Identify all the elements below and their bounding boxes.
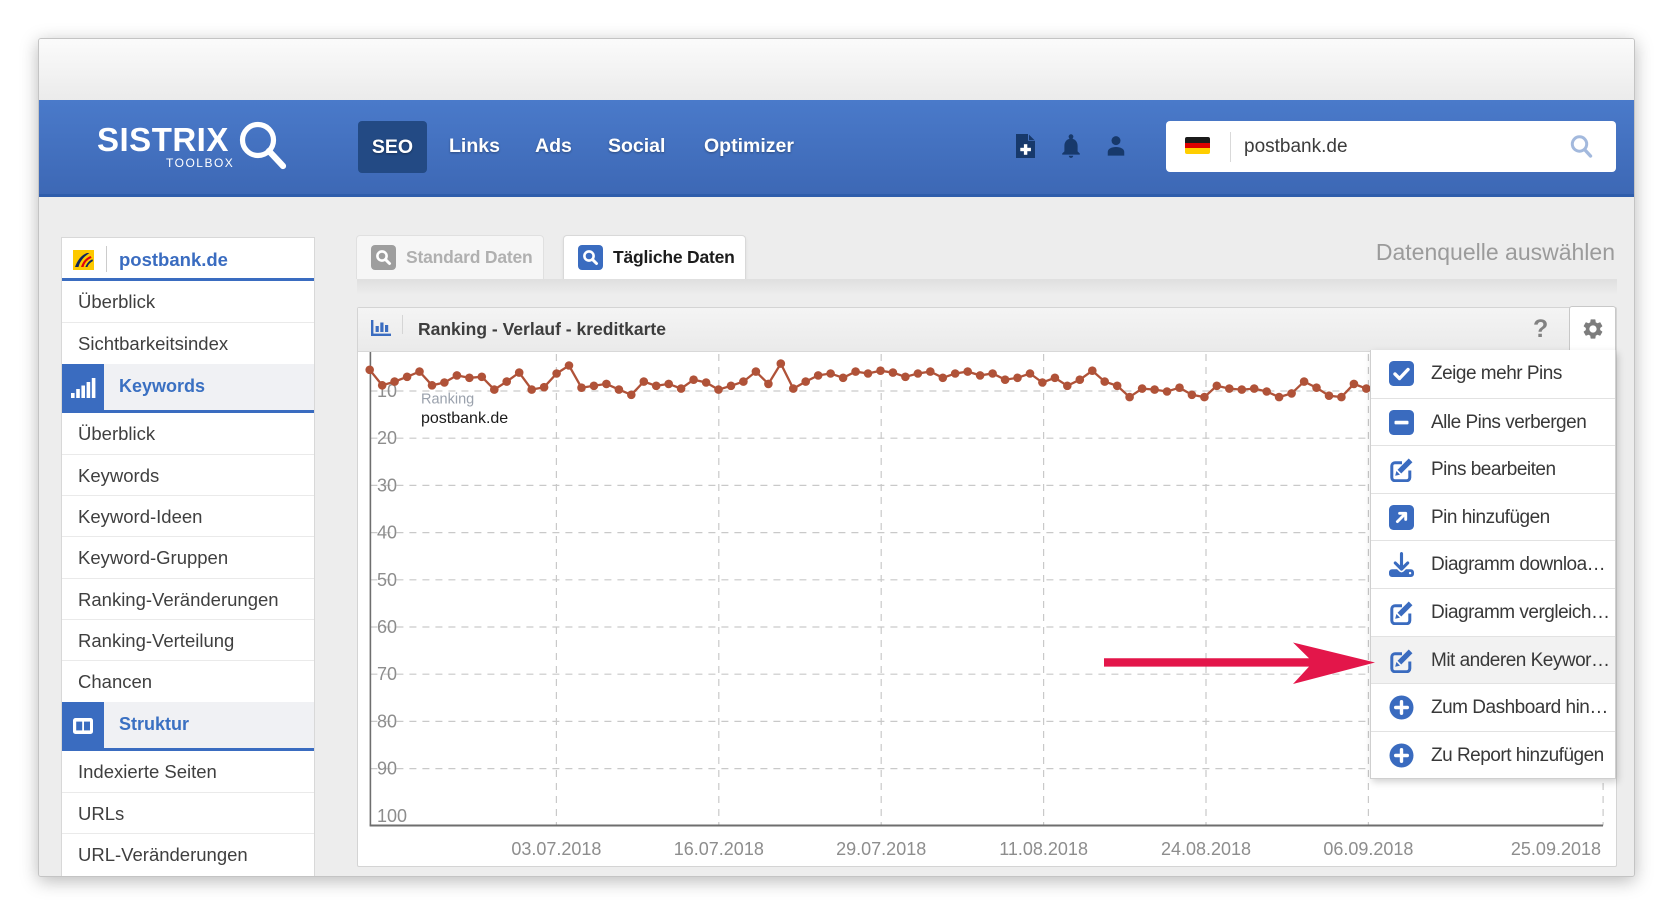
svg-text:29.07.2018: 29.07.2018 xyxy=(836,839,926,859)
svg-text:20: 20 xyxy=(377,428,397,448)
svg-text:24.08.2018: 24.08.2018 xyxy=(1161,839,1251,859)
svg-text:25.09.2018: 25.09.2018 xyxy=(1511,839,1601,859)
svg-text:60: 60 xyxy=(377,617,397,637)
svg-text:postbank.de: postbank.de xyxy=(421,410,508,427)
svg-text:03.07.2018: 03.07.2018 xyxy=(511,839,601,859)
svg-text:70: 70 xyxy=(377,664,397,684)
svg-text:80: 80 xyxy=(377,711,397,731)
svg-text:100: 100 xyxy=(377,806,407,826)
svg-text:40: 40 xyxy=(377,523,397,543)
svg-text:90: 90 xyxy=(377,759,397,779)
svg-text:11.08.2018: 11.08.2018 xyxy=(999,839,1088,859)
svg-text:Ranking: Ranking xyxy=(421,392,474,408)
svg-text:30: 30 xyxy=(377,475,397,495)
svg-text:50: 50 xyxy=(377,570,397,590)
svg-text:06.09.2018: 06.09.2018 xyxy=(1323,839,1413,859)
svg-text:16.07.2018: 16.07.2018 xyxy=(674,839,764,859)
